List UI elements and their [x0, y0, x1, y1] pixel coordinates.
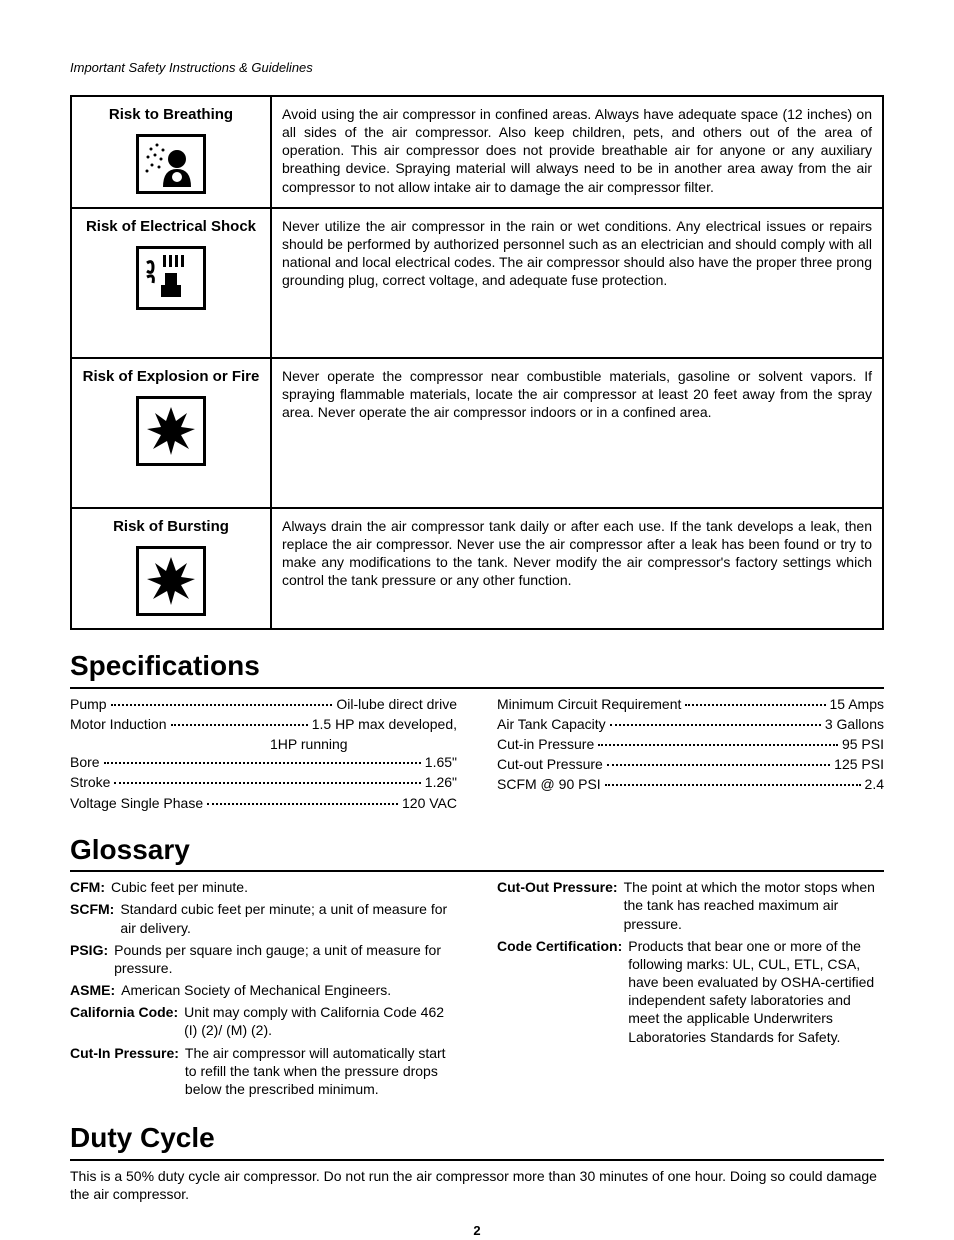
spec-label: Bore: [70, 753, 100, 771]
glossary-def: Standard cubic feet per minute; a unit o…: [120, 900, 457, 936]
breathing-icon: [136, 134, 206, 194]
glossary-term: PSIG:: [70, 941, 108, 977]
bursting-icon: [136, 546, 206, 616]
glossary-term: California Code:: [70, 1003, 178, 1039]
spec-row: Cut-in Pressure 95 PSI: [497, 735, 884, 753]
glossary-item: SCFM:Standard cubic feet per minute; a u…: [70, 900, 457, 936]
specifications-heading: Specifications: [70, 648, 884, 688]
glossary-def: Products that bear one or more of the fo…: [628, 937, 884, 1046]
spec-label: Cut-out Pressure: [497, 755, 603, 773]
spec-label: SCFM @ 90 PSI: [497, 775, 601, 793]
specifications-columns: Pump Oil-lube direct drive Motor Induction…: [70, 695, 884, 814]
glossary-def: The point at which the motor stops when …: [624, 878, 884, 933]
spec-label: Motor Induction: [70, 715, 167, 733]
glossary-col-left: CFM: Cubic feet per minute. SCFM:Standard …: [70, 878, 457, 1102]
duty-cycle-text: This is a 50% duty cycle air compressor.…: [70, 1167, 884, 1203]
glossary-columns: CFM: Cubic feet per minute. SCFM:Standard …: [70, 878, 884, 1102]
spec-row: SCFM @ 90 PSI 2.4: [497, 775, 884, 793]
table-row: Risk of Explosion or Fire Never operate …: [71, 358, 883, 508]
spec-dots: [605, 784, 861, 786]
glossary-item: Cut-Out Pressure:The point at which the …: [497, 878, 884, 933]
spec-row: Pump Oil-lube direct drive: [70, 695, 457, 713]
glossary-def: American Society of Mechanical Engineers…: [121, 981, 457, 999]
spec-label: Voltage Single Phase: [70, 794, 203, 812]
table-row: Risk to Breathing Avoid using the air co…: [71, 96, 883, 208]
glossary-def: The air compressor will automatically st…: [185, 1044, 457, 1099]
spec-dots: [598, 744, 838, 746]
spec-row: Motor Induction 1.5 HP max developed,: [70, 715, 457, 733]
spec-row: Cut-out Pressure 125 PSI: [497, 755, 884, 773]
glossary-term: Code Certification:: [497, 937, 622, 1046]
glossary-item: California Code:Unit may comply with Cal…: [70, 1003, 457, 1039]
page-number: 2: [70, 1223, 884, 1240]
glossary-def: Unit may comply with California Code 462…: [184, 1003, 457, 1039]
spec-row: Minimum Circuit Requirement 15 Amps: [497, 695, 884, 713]
spec-value: Oil-lube direct drive: [336, 695, 457, 713]
spec-value: 2.4: [865, 775, 884, 793]
spec-row: Voltage Single Phase 120 VAC: [70, 794, 457, 812]
spec-value: 1.65": [425, 753, 457, 771]
spec-label: Pump: [70, 695, 107, 713]
spec-label: Stroke: [70, 773, 110, 791]
glossary-term: Cut-Out Pressure:: [497, 878, 618, 933]
spec-col-right: Minimum Circuit Requirement 15 Amps Air Ta…: [497, 695, 884, 814]
spec-label: Air Tank Capacity: [497, 715, 606, 733]
risk-title: Risk of Bursting: [82, 517, 260, 537]
risk-title: Risk to Breathing: [82, 105, 260, 125]
glossary-item: PSIG:Pounds per square inch gauge; a uni…: [70, 941, 457, 977]
glossary-term: ASME:: [70, 981, 115, 999]
shock-icon: [136, 246, 206, 310]
spec-value: 1.26": [425, 773, 457, 791]
table-row: Risk of Bursting Always drain the air co…: [71, 508, 883, 630]
glossary-item: CFM: Cubic feet per minute.: [70, 878, 457, 896]
spec-dots: [207, 803, 398, 805]
spec-dots: [685, 704, 825, 706]
spec-col-left: Pump Oil-lube direct drive Motor Induction…: [70, 695, 457, 814]
spec-dots: [104, 762, 421, 764]
glossary-item: Code Certification:Products that bear on…: [497, 937, 884, 1046]
spec-label: Cut-in Pressure: [497, 735, 594, 753]
spec-row: Stroke 1.26": [70, 773, 457, 791]
explosion-icon: [136, 396, 206, 466]
glossary-item: ASME: American Society of Mechanical Engi…: [70, 981, 457, 999]
risk-label-cell: Risk of Electrical Shock: [71, 208, 271, 358]
spec-value: 3 Gallons: [825, 715, 884, 733]
spec-dots: [610, 724, 821, 726]
page-header: Important Safety Instructions & Guidelin…: [70, 60, 884, 77]
spec-value: 95 PSI: [842, 735, 884, 753]
spec-value: 125 PSI: [834, 755, 884, 773]
spec-value: 120 VAC: [402, 794, 457, 812]
risk-desc: Never utilize the air compressor in the …: [271, 208, 883, 358]
glossary-def: Pounds per square inch gauge; a unit of …: [114, 941, 457, 977]
table-row: Risk of Electrical Shock Never utilize t…: [71, 208, 883, 358]
risk-title: Risk of Electrical Shock: [82, 217, 260, 237]
glossary-term: CFM:: [70, 878, 105, 896]
risk-label-cell: Risk of Bursting: [71, 508, 271, 630]
risk-title: Risk of Explosion or Fire: [82, 367, 260, 387]
glossary-item: Cut-In Pressure:The air compressor will …: [70, 1044, 457, 1099]
glossary-term: SCFM:: [70, 900, 114, 936]
spec-dots: [111, 704, 333, 706]
glossary-term: Cut-In Pressure:: [70, 1044, 179, 1099]
risk-label-cell: Risk to Breathing: [71, 96, 271, 208]
glossary-def: Cubic feet per minute.: [111, 878, 457, 896]
glossary-col-right: Cut-Out Pressure:The point at which the …: [497, 878, 884, 1102]
risk-label-cell: Risk of Explosion or Fire: [71, 358, 271, 508]
spec-value: 1.5 HP max developed,: [312, 715, 457, 733]
duty-cycle-heading: Duty Cycle: [70, 1120, 884, 1160]
risk-desc: Never operate the compressor near combus…: [271, 358, 883, 508]
spec-row: Air Tank Capacity 3 Gallons: [497, 715, 884, 733]
spec-value: 15 Amps: [830, 695, 884, 713]
risk-desc: Always drain the air compressor tank dai…: [271, 508, 883, 630]
spec-dots: [114, 782, 420, 784]
spec-dots: [607, 764, 830, 766]
glossary-heading: Glossary: [70, 832, 884, 872]
risk-desc: Avoid using the air compressor in confin…: [271, 96, 883, 208]
spec-dots: [171, 724, 308, 726]
risk-table: Risk to Breathing Avoid using the air co…: [70, 95, 884, 630]
spec-label: Minimum Circuit Requirement: [497, 695, 681, 713]
spec-row: Bore 1.65": [70, 753, 457, 771]
spec-subline: 1HP running: [70, 735, 457, 753]
